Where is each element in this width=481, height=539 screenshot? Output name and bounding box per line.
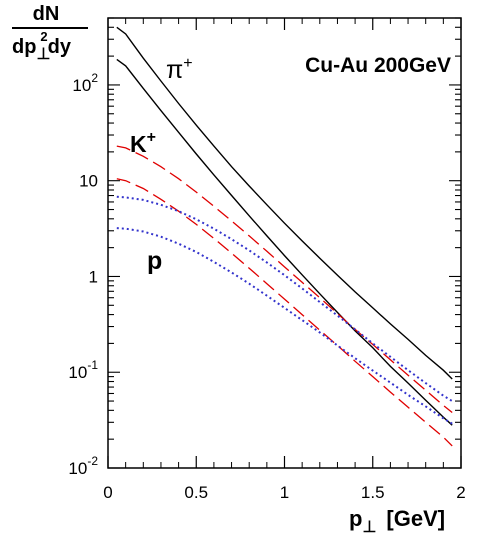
series-solid-line-0 <box>116 26 453 380</box>
ylabel-numerator: dN <box>33 3 60 25</box>
series-solid-line-1 <box>116 58 453 426</box>
y-tick-label: 102 <box>72 71 98 95</box>
series-group <box>116 26 453 447</box>
x-tick-label: 2 <box>456 483 465 502</box>
proton-annotation: p <box>147 247 162 275</box>
series-dashed-line-3 <box>116 178 453 447</box>
axis-ticks <box>107 17 462 469</box>
y-tick-labels: 10-2 10-1 1 10 102 <box>68 71 98 478</box>
kaon-annotation: K+ <box>130 129 156 157</box>
x-tick-label: 1 <box>280 483 289 502</box>
x-tick-labels: 0 0.5 1 1.5 2 <box>103 483 465 502</box>
y-tick-label: 10-1 <box>68 358 98 382</box>
x-tick-label: 0 <box>103 483 112 502</box>
series-dotted-line-4 <box>116 195 453 402</box>
series-dashed-line-2 <box>116 145 453 414</box>
xlabel: p⊥ [GeV] <box>349 506 445 536</box>
chart-title: Cu-Au 200GeV <box>305 54 451 77</box>
x-tick-label: 0.5 <box>184 483 208 502</box>
y-tick-label: 10-2 <box>68 454 98 478</box>
pion-annotation: π+ <box>166 55 193 84</box>
series-dotted-line-5 <box>116 227 453 425</box>
y-tick-label: 1 <box>89 267 98 286</box>
ylabel-denominator: dp⊥2dy <box>12 29 72 63</box>
x-tick-label: 1.5 <box>361 483 385 502</box>
y-tick-label: 10 <box>79 172 98 191</box>
plot-frame <box>107 17 462 469</box>
